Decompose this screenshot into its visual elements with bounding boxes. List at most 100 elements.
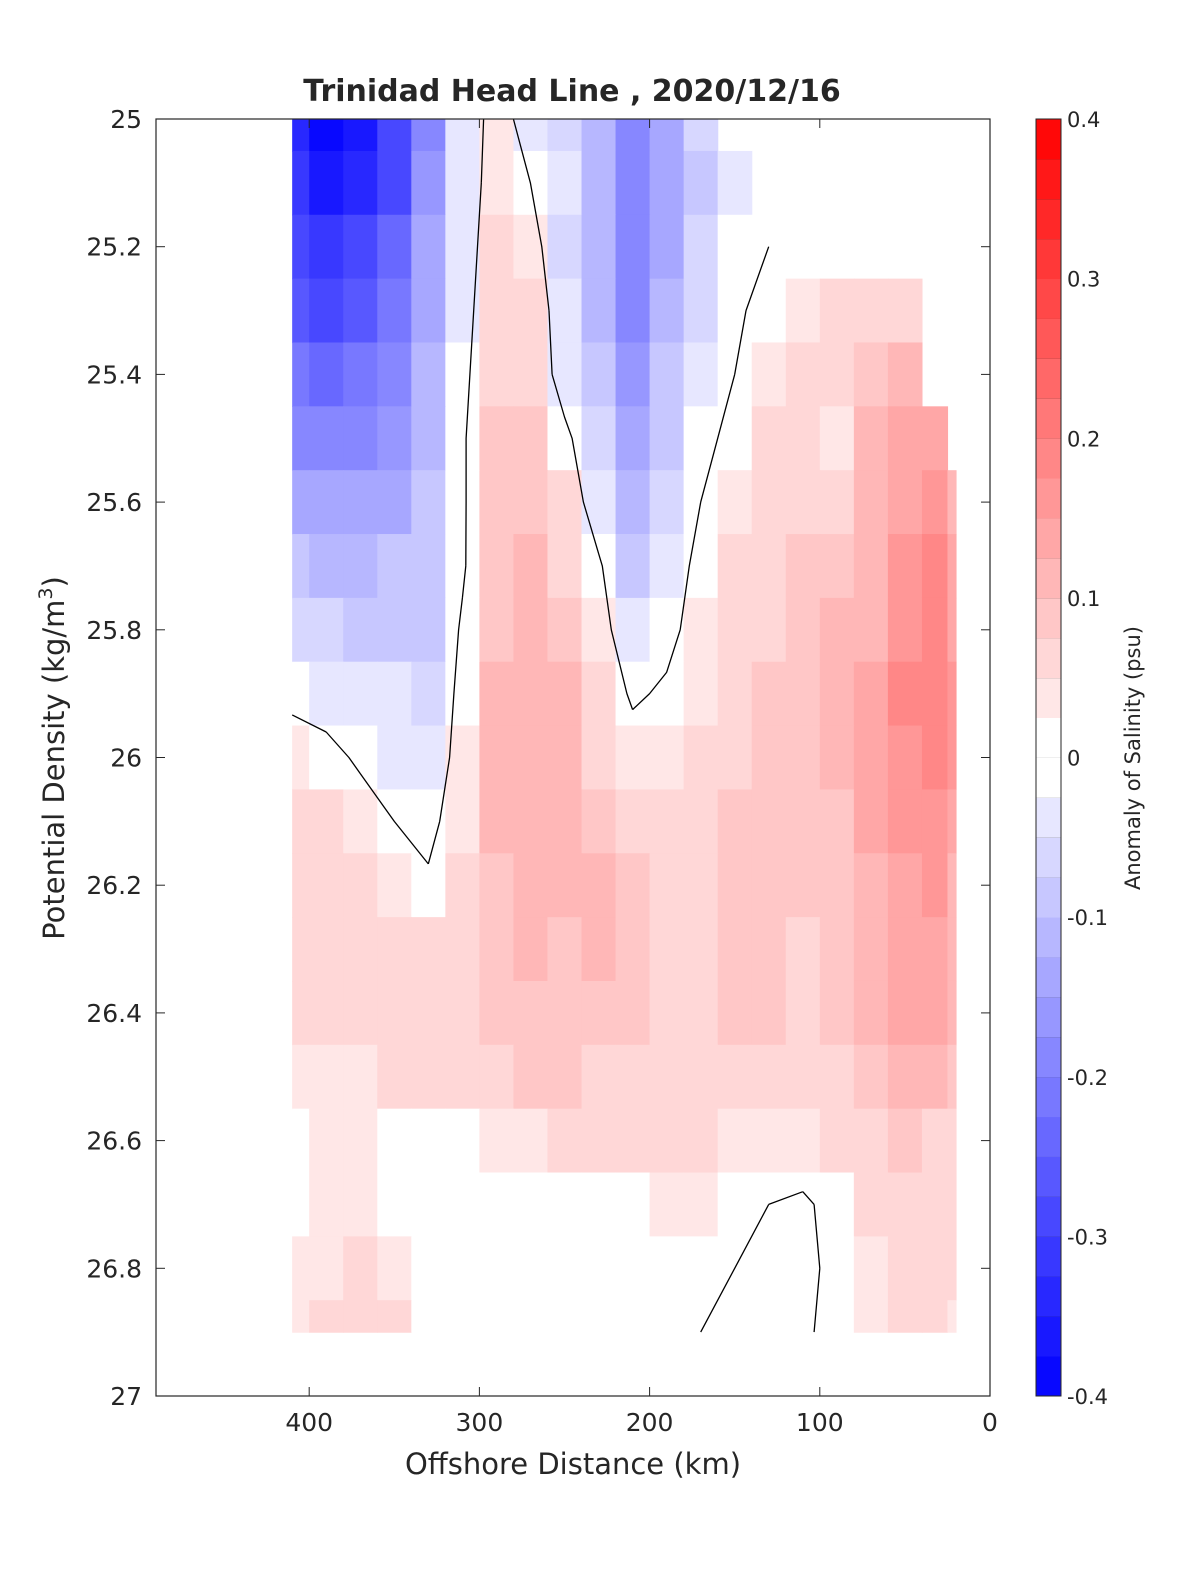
heatmap-cell: [785, 917, 821, 982]
heatmap-cell: [751, 278, 787, 344]
heatmap-cell: [309, 214, 344, 280]
heatmap-cell: [309, 789, 344, 854]
heatmap-cell: [819, 597, 855, 663]
heatmap-cell: [479, 278, 515, 344]
heatmap-cell: [717, 725, 753, 791]
heatmap-cell: [615, 150, 651, 216]
heatmap-cell: [717, 789, 753, 854]
heatmap-cell: [479, 789, 515, 854]
heatmap-cell: [292, 406, 310, 471]
heatmap-cell: [947, 789, 957, 854]
heatmap-cell: [445, 597, 480, 663]
heatmap-cell: [615, 980, 651, 1046]
heatmap-cell: [343, 342, 378, 407]
heatmap-cell: [887, 789, 923, 854]
heatmap-cell: [947, 725, 957, 791]
heatmap-cell: [649, 917, 685, 982]
heatmap-cell: [411, 1044, 446, 1110]
heatmap-cell: [853, 1236, 889, 1301]
heatmap-cell: [479, 470, 515, 535]
heatmap-cell: [819, 534, 855, 599]
heatmap-cell: [649, 853, 685, 918]
heatmap-cell: [921, 725, 949, 791]
colorbar-band: [1036, 1076, 1061, 1118]
colorbar-band: [1036, 917, 1061, 958]
colorbar-band: [1036, 119, 1061, 160]
heatmap-cell: [547, 980, 583, 1046]
heatmap-cell: [853, 1044, 889, 1110]
heatmap-cell: [785, 278, 821, 344]
heatmap-cell: [547, 917, 583, 982]
colorbar-band: [1036, 1276, 1061, 1317]
heatmap-cell: [751, 1236, 787, 1301]
heatmap-cell: [581, 661, 617, 727]
colorbar-tick-label: -0.2: [1067, 1066, 1108, 1090]
y-tick-label: 27: [110, 1382, 142, 1411]
heatmap-cell: [547, 597, 583, 663]
heatmap-cell: [547, 853, 583, 918]
heatmap-cell: [292, 1108, 310, 1174]
heatmap-cell: [717, 534, 753, 599]
heatmap-cell: [819, 1108, 855, 1174]
heatmap-cell: [615, 119, 651, 152]
heatmap-cell: [411, 534, 446, 599]
heatmap-cell: [947, 1300, 957, 1333]
heatmap-cell: [649, 1300, 685, 1333]
heatmap-cell: [343, 1108, 378, 1174]
heatmap-cell: [819, 980, 855, 1046]
heatmap-cell: [785, 1044, 821, 1110]
colorbar-band: [1036, 238, 1061, 280]
heatmap-cell: [751, 980, 787, 1046]
heatmap-cell: [683, 1236, 719, 1301]
colorbar-tick-label: 0.4: [1067, 108, 1100, 132]
heatmap-cell: [683, 725, 719, 791]
heatmap-cell: [683, 150, 719, 216]
heatmap-cell: [547, 342, 583, 407]
heatmap-cell: [649, 1236, 685, 1301]
heatmap-cell: [785, 534, 821, 599]
heatmap-cell: [309, 1044, 344, 1110]
heatmap-cell: [292, 597, 310, 663]
heatmap-cell: [751, 406, 787, 471]
heatmap-cell: [547, 1236, 583, 1301]
heatmap-cell: [887, 853, 923, 918]
heatmap-cell: [411, 278, 446, 344]
heatmap-cell: [853, 853, 889, 918]
heatmap-cell: [947, 917, 957, 982]
heatmap-cell: [581, 342, 617, 407]
heatmap-cell: [921, 1044, 949, 1110]
colorbar-band: [1036, 957, 1061, 998]
heatmap-cell: [292, 1172, 310, 1237]
heatmap-cell: [479, 534, 515, 599]
heatmap-cell: [445, 853, 480, 918]
y-tick-label: 25.6: [86, 488, 142, 517]
heatmap-cell: [581, 278, 617, 344]
heatmap-cell: [292, 214, 310, 280]
heatmap-cell: [309, 1172, 344, 1237]
heatmap-cell: [615, 1172, 651, 1237]
heatmap-cell: [785, 980, 821, 1046]
heatmap-cell: [921, 1236, 949, 1301]
heatmap-cell: [292, 150, 310, 216]
heatmap-cell: [683, 917, 719, 982]
heatmap-cell: [649, 278, 685, 344]
heatmap-cell: [377, 597, 412, 663]
y-tick-label: 25.4: [86, 360, 142, 389]
heatmap-cell: [615, 853, 651, 918]
heatmap-cell: [377, 119, 412, 152]
heatmap-cell: [513, 597, 549, 663]
heatmap-cell: [683, 1300, 719, 1333]
heatmap-cell: [377, 406, 412, 471]
heatmap-cell: [581, 725, 617, 791]
heatmap-cell: [292, 980, 310, 1046]
colorbar-band: [1036, 478, 1061, 519]
heatmap-cell: [887, 1300, 923, 1333]
x-tick-label: 400: [285, 1408, 333, 1437]
y-tick-label: 26.6: [86, 1127, 142, 1156]
heatmap-cell: [292, 1236, 310, 1301]
heatmap-cell: [683, 853, 719, 918]
heatmap-cell: [343, 980, 378, 1046]
heatmap-cell: [649, 1108, 685, 1174]
heatmap-cell: [377, 853, 412, 918]
heatmap-cell: [581, 150, 617, 216]
